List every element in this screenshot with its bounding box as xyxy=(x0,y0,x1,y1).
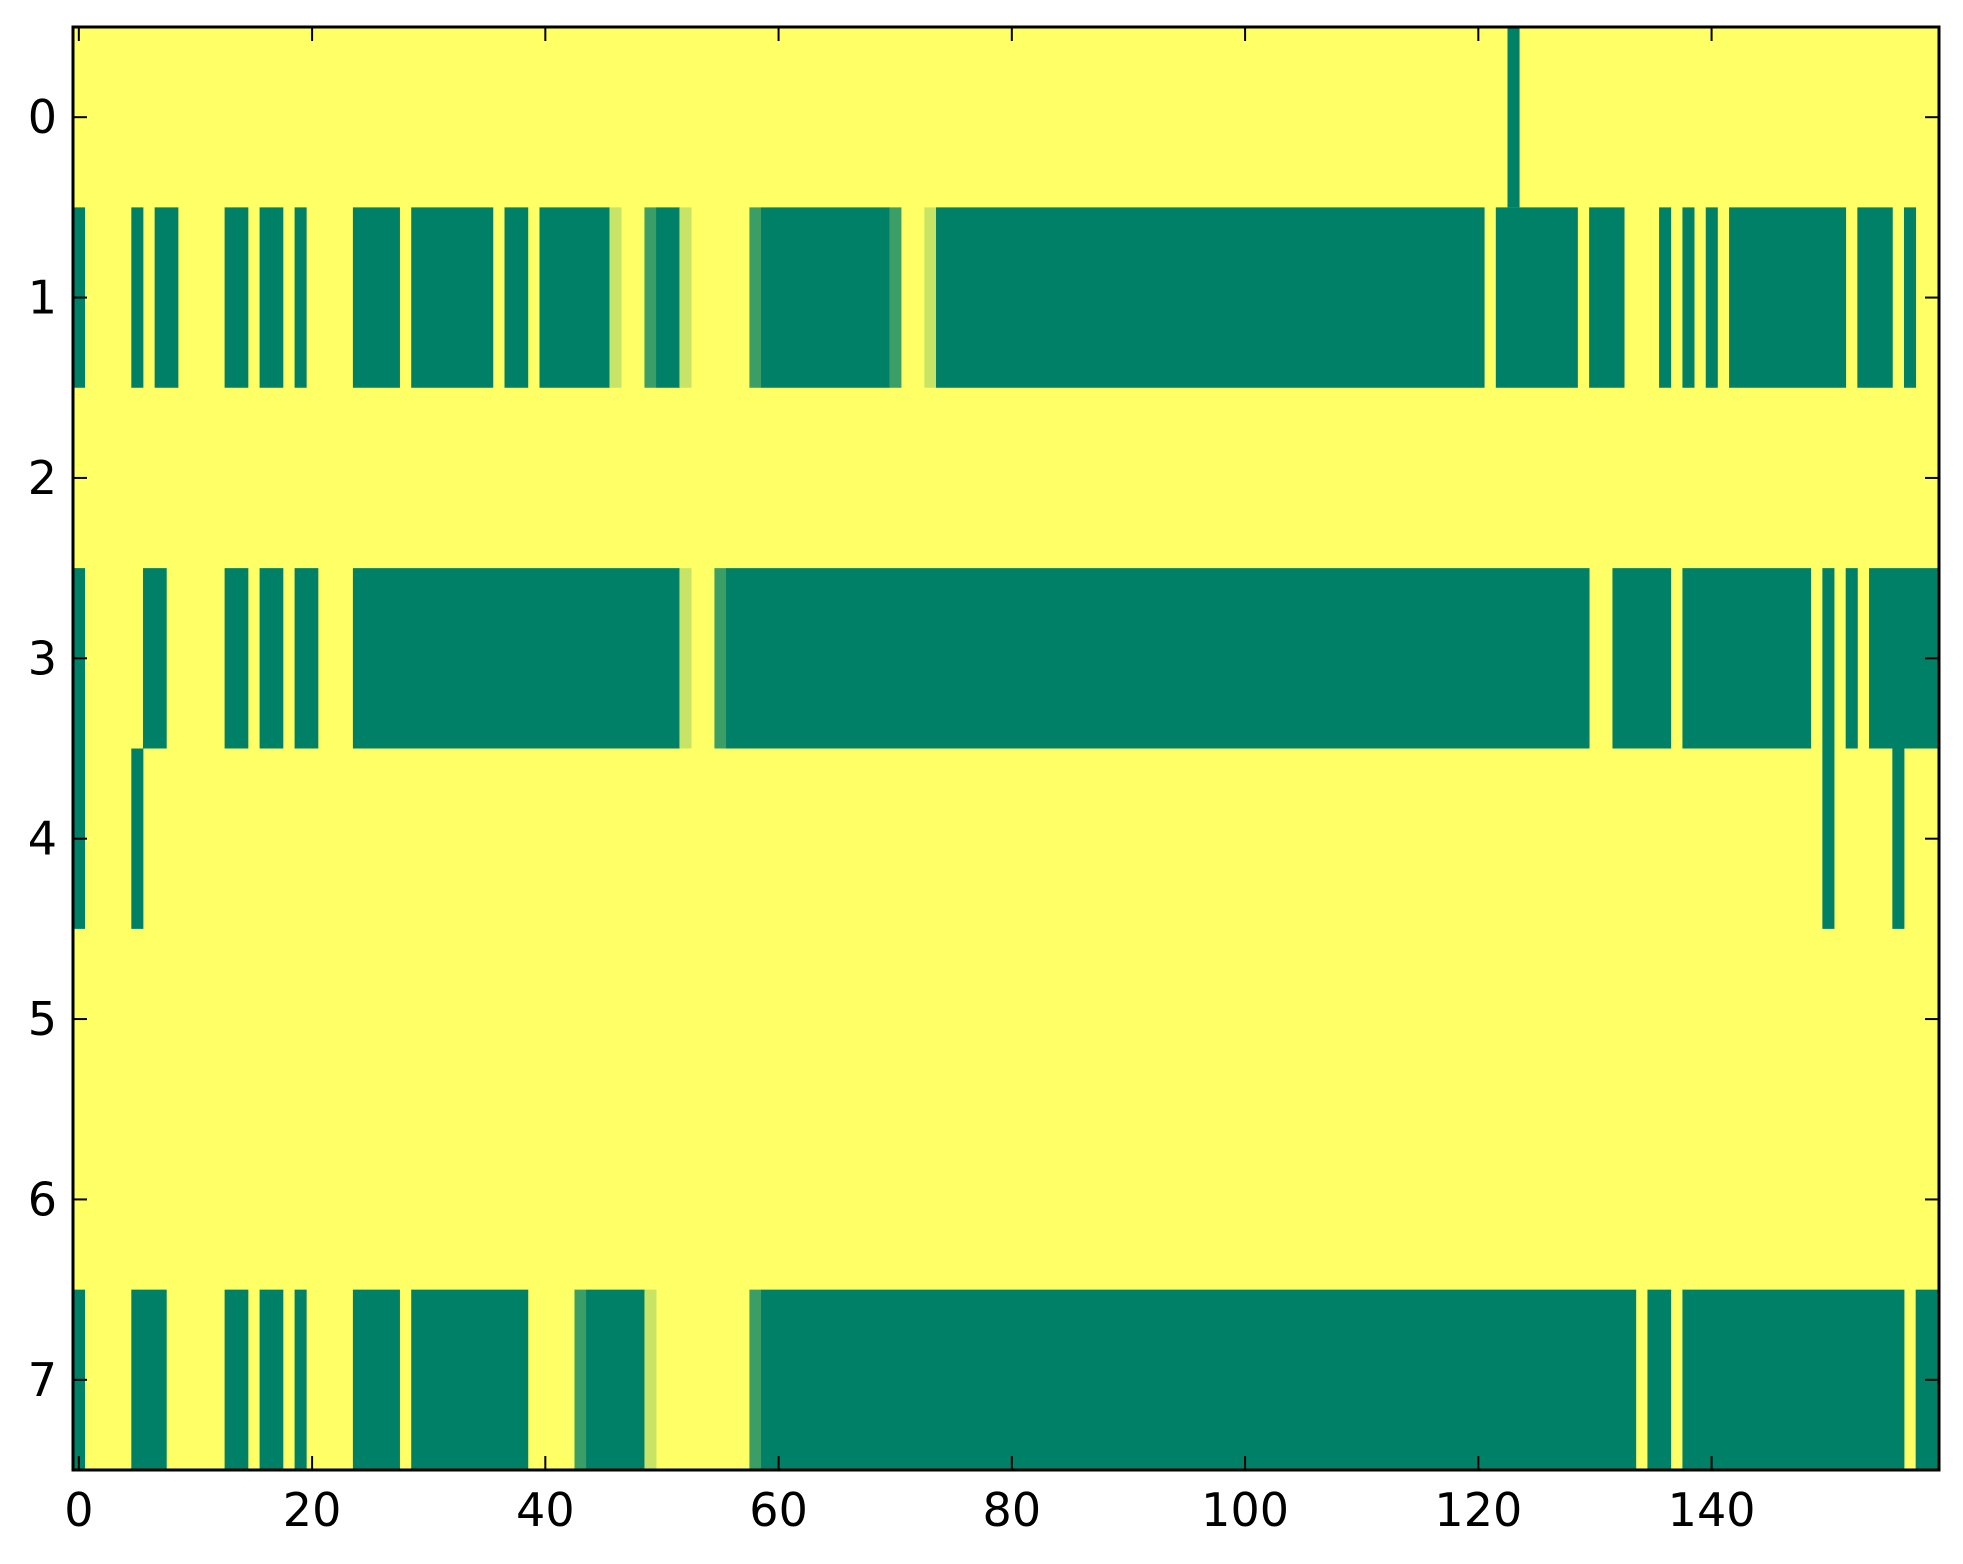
heatmap-cell-row-7-run-11 xyxy=(761,1289,1637,1471)
heatmap-cells xyxy=(73,27,1940,1471)
heatmap-cell-row-1-run-5 xyxy=(294,207,307,388)
heatmap-cell-row-7-run-4 xyxy=(294,1289,307,1471)
heatmap-cell-row-3-run-9 xyxy=(1612,568,1672,749)
y-tick-label-3: 3 xyxy=(28,631,57,685)
heatmap-cell-row-1-run-21 xyxy=(1659,207,1672,388)
heatmap-cell-row-4-run-1 xyxy=(131,748,144,929)
heatmap-cell-row-3-run-12 xyxy=(1845,568,1858,749)
heatmap-cell-row-1-run-19 xyxy=(1495,207,1578,388)
heatmap-cell-row-1-run-14 xyxy=(749,207,762,388)
heatmap-cell-row-1-run-9 xyxy=(539,207,610,388)
heatmap-cell-row-1-run-24 xyxy=(1729,207,1847,388)
heatmap-cell-row-1-run-25 xyxy=(1857,207,1893,388)
heatmap-cell-row-1-run-23 xyxy=(1705,207,1718,388)
y-tick-label-0: 0 xyxy=(28,90,57,144)
heatmap-cell-row-1-run-3 xyxy=(224,207,249,388)
heatmap-cell-row-1-run-2 xyxy=(154,207,179,388)
y-tick-label-4: 4 xyxy=(28,812,57,866)
heatmap-cell-row-7-run-9 xyxy=(644,1289,657,1471)
heatmap-cell-row-1-run-20 xyxy=(1589,207,1625,388)
y-tick-label-2: 2 xyxy=(28,451,57,505)
x-tick-label-120: 120 xyxy=(1434,1483,1522,1537)
x-tick-label-140: 140 xyxy=(1668,1483,1756,1537)
axis-ticks xyxy=(73,27,1939,1470)
heatmap-cell-row-3-run-10 xyxy=(1682,568,1812,749)
heatmap-cell-row-0-run-0 xyxy=(1507,27,1520,208)
heatmap-cell-row-3-run-7 xyxy=(714,568,727,749)
heatmap-cell-row-7-run-1 xyxy=(131,1289,167,1471)
heatmap-cell-row-1-run-16 xyxy=(889,207,902,388)
y-axis-tick-labels: 0 1 2 3 4 5 6 7 xyxy=(28,90,57,1407)
heatmap-cell-row-1-run-10 xyxy=(609,207,622,388)
heatmap-cell-row-1-run-7 xyxy=(411,207,494,388)
y-tick-label-6: 6 xyxy=(28,1172,57,1226)
heatmap-cell-row-3-run-11 xyxy=(1822,568,1835,749)
y-tick-label-7: 7 xyxy=(28,1353,57,1407)
x-tick-label-60: 60 xyxy=(749,1483,808,1537)
x-tick-label-0: 0 xyxy=(64,1483,93,1537)
heatmap-cell-row-1-run-15 xyxy=(761,207,890,388)
x-tick-label-100: 100 xyxy=(1201,1483,1289,1537)
heatmap-cell-row-7-run-7 xyxy=(574,1289,587,1471)
heatmap-cell-row-1-run-26 xyxy=(1904,207,1917,388)
heatmap-cell-row-3-run-2 xyxy=(224,568,249,749)
heatmap-cell-row-7-run-6 xyxy=(411,1289,529,1471)
y-tick-label-1: 1 xyxy=(28,271,57,325)
heatmap-cell-row-1-run-22 xyxy=(1682,207,1695,388)
heatmap-cell-row-1-run-13 xyxy=(679,207,692,388)
x-tick-label-40: 40 xyxy=(516,1483,575,1537)
heatmap-cell-row-7-run-13 xyxy=(1682,1289,1905,1471)
heatmap-cell-row-1-run-17 xyxy=(924,207,937,388)
heatmap-cell-row-3-run-3 xyxy=(259,568,284,749)
heatmap-cell-row-1-run-12 xyxy=(656,207,680,388)
heatmap-cell-row-3-run-8 xyxy=(726,568,1590,749)
heatmap-cell-row-7-run-3 xyxy=(259,1289,284,1471)
heatmap-cell-row-3-run-1 xyxy=(142,568,167,749)
plot-frame xyxy=(71,25,1941,1472)
y-tick-label-5: 5 xyxy=(28,992,57,1046)
heatmap-cell-row-7-run-12 xyxy=(1647,1289,1672,1471)
heatmap-cell-row-1-run-4 xyxy=(259,207,284,388)
heatmap-cell-row-3-run-5 xyxy=(352,568,680,749)
heatmap-cell-row-1-run-18 xyxy=(936,207,1485,388)
heatmap-cell-row-7-run-2 xyxy=(224,1289,249,1471)
heatmap-cell-row-1-run-8 xyxy=(504,207,529,388)
heatmap-cell-row-1-run-1 xyxy=(131,207,144,388)
heatmap-cell-row-1-run-11 xyxy=(644,207,657,388)
heatmap-cell-row-4-run-2 xyxy=(1822,748,1835,929)
x-axis-tick-labels: 0 20 40 60 80 100 120 140 xyxy=(64,1483,1755,1537)
heatmap-cell-row-7-run-8 xyxy=(586,1289,645,1471)
x-tick-label-80: 80 xyxy=(983,1483,1042,1537)
heatmap-cell-row-3-run-6 xyxy=(679,568,692,749)
heatmap-cell-row-7-run-10 xyxy=(749,1289,762,1471)
heatmap-cell-row-1-run-6 xyxy=(352,207,400,388)
heatmap-cell-row-7-run-5 xyxy=(352,1289,400,1471)
x-tick-label-20: 20 xyxy=(283,1483,342,1537)
heatmap-cell-row-3-run-4 xyxy=(294,568,319,749)
heatmap-cell-row-4-run-3 xyxy=(1892,748,1905,929)
